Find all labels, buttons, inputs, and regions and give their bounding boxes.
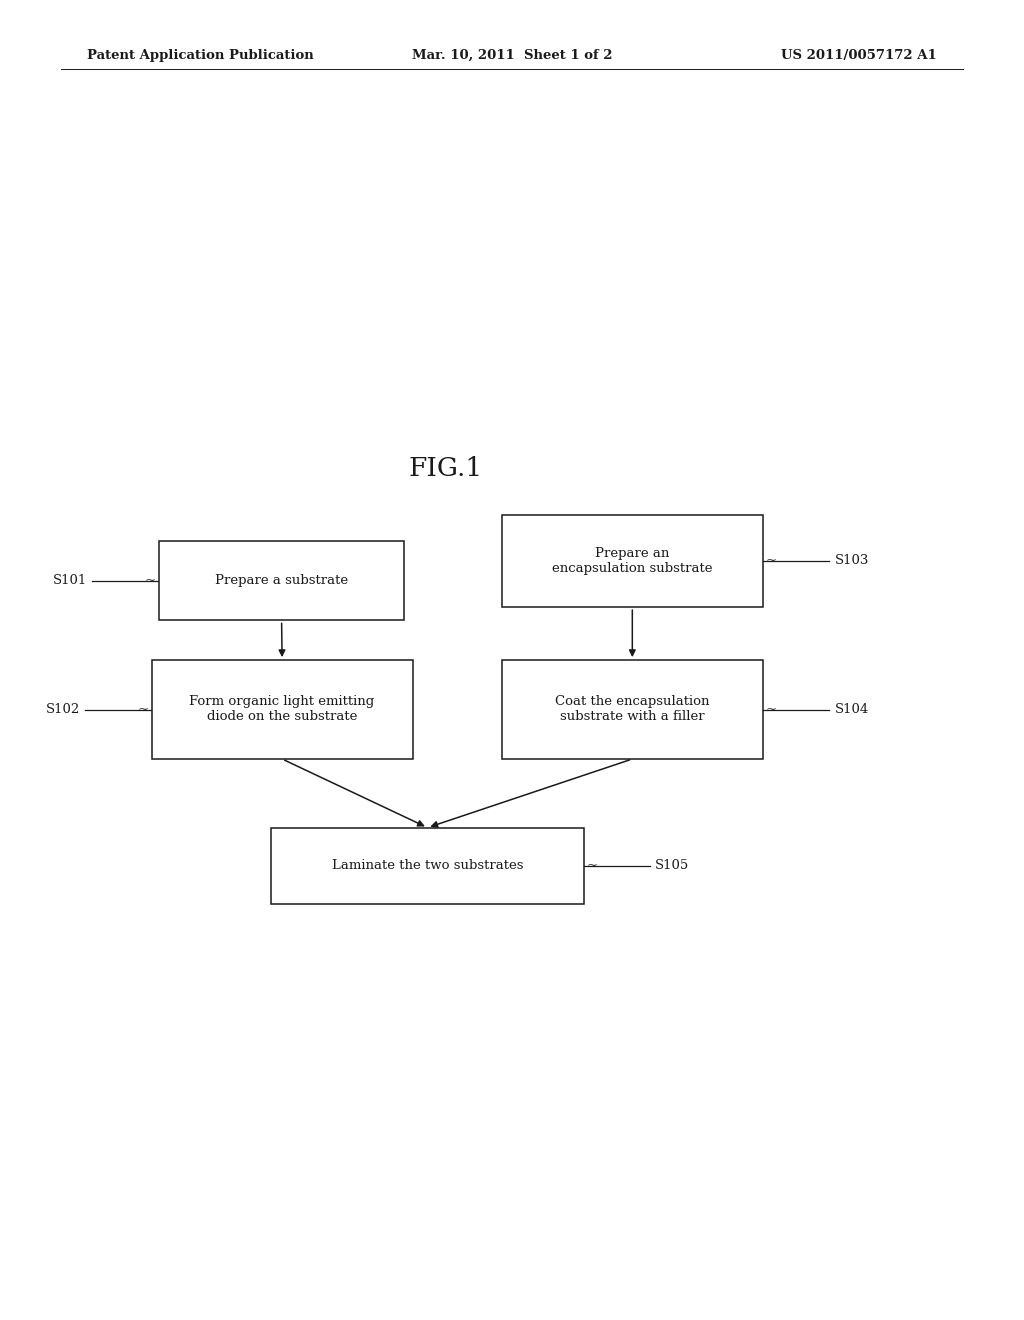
- Bar: [152, 660, 413, 759]
- Text: S101: S101: [53, 574, 87, 587]
- Text: S104: S104: [835, 704, 868, 715]
- Text: Prepare an
encapsulation substrate: Prepare an encapsulation substrate: [552, 546, 713, 576]
- Text: ~: ~: [145, 574, 156, 587]
- Text: Form organic light emitting
diode on the substrate: Form organic light emitting diode on the…: [189, 696, 375, 723]
- Text: Coat the encapsulation
substrate with a filler: Coat the encapsulation substrate with a …: [555, 696, 710, 723]
- Text: Patent Application Publication: Patent Application Publication: [87, 49, 313, 62]
- Text: S105: S105: [655, 859, 689, 873]
- Text: Mar. 10, 2011  Sheet 1 of 2: Mar. 10, 2011 Sheet 1 of 2: [412, 49, 612, 62]
- Text: Prepare a substrate: Prepare a substrate: [215, 574, 348, 587]
- Text: Laminate the two substrates: Laminate the two substrates: [332, 859, 523, 873]
- Bar: [502, 660, 763, 759]
- Bar: [502, 515, 763, 607]
- Text: FIG.1: FIG.1: [409, 457, 482, 480]
- Text: ~: ~: [766, 704, 776, 715]
- Text: US 2011/0057172 A1: US 2011/0057172 A1: [781, 49, 937, 62]
- Bar: [159, 541, 404, 620]
- Text: S103: S103: [835, 554, 869, 568]
- Text: ~: ~: [766, 554, 776, 568]
- Text: ~: ~: [587, 859, 597, 873]
- Text: ~: ~: [138, 704, 148, 715]
- Text: S102: S102: [46, 704, 80, 715]
- Bar: [271, 828, 584, 904]
